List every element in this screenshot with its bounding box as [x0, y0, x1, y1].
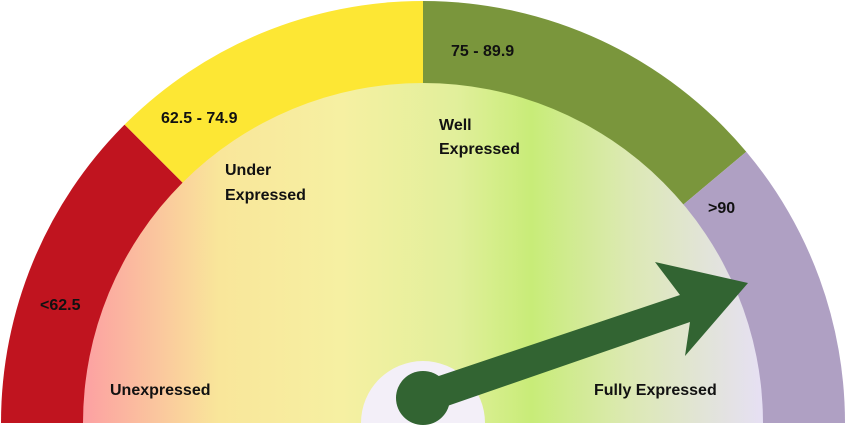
band-label-well-expressed-range: 75 - 89.9: [451, 43, 514, 60]
band-label-under-expressed-range: 62.5 - 74.9: [161, 110, 238, 127]
zone-label-well-line2: Expressed: [439, 141, 520, 158]
zone-label-under-line1: Under: [225, 162, 271, 179]
band-label-unexpressed-range: <62.5: [40, 297, 81, 314]
zone-label-unexpressed: Unexpressed: [110, 382, 211, 399]
zone-label-fully-expressed: Fully Expressed: [594, 382, 717, 399]
gauge-needle: [415, 262, 748, 412]
band-label-fully-expressed-range: >90: [708, 200, 735, 217]
zone-label-well-line1: Well: [439, 117, 472, 134]
zone-label-under-line2: Expressed: [225, 187, 306, 204]
needle-hub: [396, 371, 450, 425]
